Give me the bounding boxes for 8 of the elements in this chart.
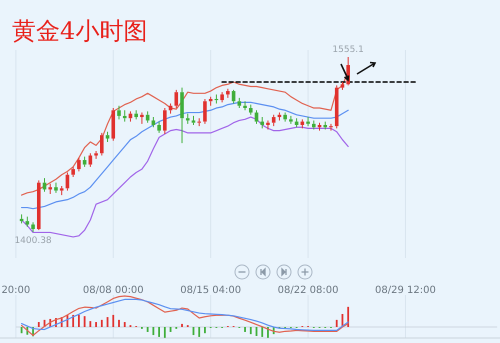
annotation: 1400.38 — [14, 236, 52, 246]
x-tick-label: 08/22 08:00 — [278, 285, 338, 296]
x-tick-label: 20:00 — [1, 285, 30, 296]
chart-title: 黄金4小时图 — [12, 17, 148, 45]
x-tick-label: 08/29 12:00 — [375, 285, 436, 296]
annotation: 1555.1 — [332, 45, 364, 55]
x-tick-label: 08/08 00:00 — [82, 285, 144, 296]
x-tick-label: 08/15 04:00 — [180, 285, 242, 296]
